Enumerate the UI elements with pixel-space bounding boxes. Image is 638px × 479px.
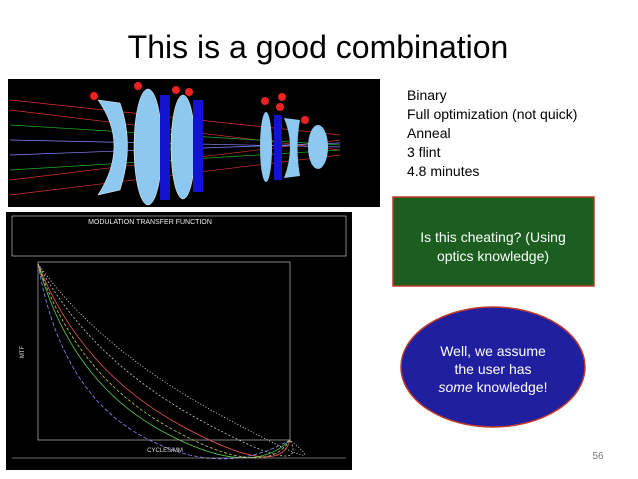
oval — [400, 306, 586, 428]
mtf-plot: MODULATION TRANSFER FUNCTION CYCLES/MM M… — [6, 212, 352, 470]
green-box-line: optics knowledge) — [437, 248, 549, 264]
emphasis: some — [439, 379, 473, 395]
mtf-title: MODULATION TRANSFER FUNCTION — [88, 219, 212, 226]
note-line: 3 flint — [407, 144, 441, 160]
oval-rest: knowledge! — [473, 379, 548, 395]
oval-line: the user has — [454, 361, 531, 377]
mtf-x-label: CYCLES/MM — [147, 448, 183, 454]
green-box-line: Is this cheating? (Using — [420, 229, 566, 245]
note-line: 4.8 minutes — [407, 163, 479, 179]
oval-line: Well, we assume — [440, 343, 546, 359]
page-number: 56 — [592, 451, 604, 462]
notes: Binary Full optimization (not quick) Annea… — [407, 87, 577, 179]
note-line: Anneal — [407, 125, 451, 141]
green-box-text: Is this cheating? (Using optics knowledge… — [420, 229, 566, 264]
oval-line: some knowledge! — [439, 379, 548, 395]
green-box — [392, 196, 595, 287]
oval-text: Well, we assume the user has some knowledg… — [439, 343, 548, 395]
slide-title: This is a good combination — [128, 29, 509, 65]
note-line: Binary — [407, 87, 447, 103]
mtf-y-label: MTF — [20, 346, 26, 359]
lens-diagram — [8, 79, 380, 207]
note-line: Full optimization (not quick) — [407, 106, 577, 122]
